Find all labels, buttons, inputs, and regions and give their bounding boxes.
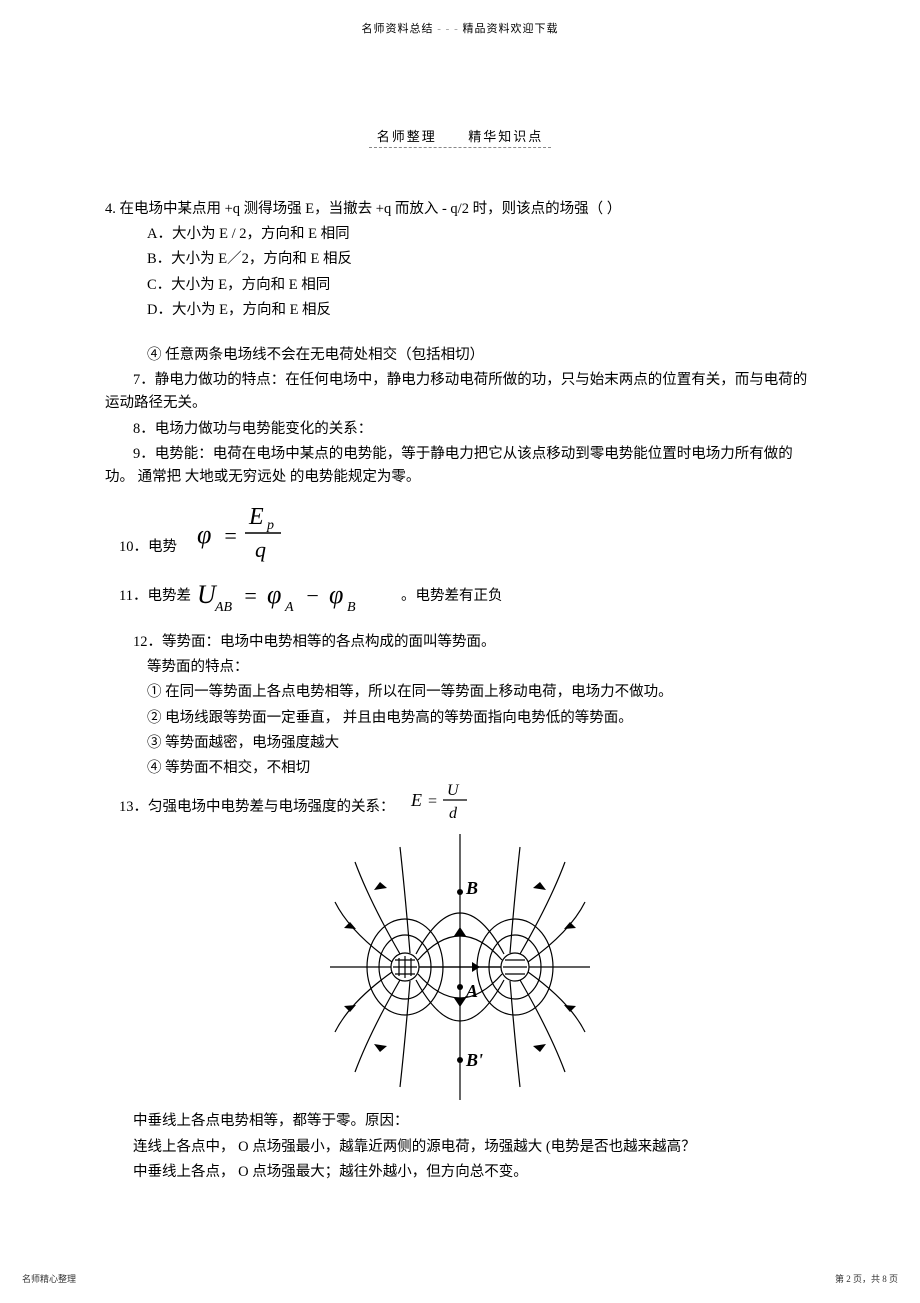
point-13-row: 13．匀强电场中电势差与电场强度的关系： E = U d xyxy=(105,792,815,822)
formula-10: φ = E p q xyxy=(189,499,309,565)
footer-right: 第 2 页，共 8 页 xyxy=(835,1272,898,1285)
point-13-label: 13．匀强电场中电势差与电场强度的关系： xyxy=(119,796,395,819)
diagram-label-B: B xyxy=(465,878,478,898)
point-12-l4: ② 电场线跟等势面一定垂直， 并且由电势高的等势面指向电势低的等势面。 xyxy=(105,707,815,730)
header-sub-right: 精华知识点 xyxy=(468,129,543,144)
point-12-l3: ① 在同一等势面上各点电势相等，所以在同一等势面上移动电荷，电场力不做功。 xyxy=(105,681,815,704)
svg-text:=: = xyxy=(427,793,438,810)
point-8: 8．电场力做功与电势能变化的关系： xyxy=(105,418,815,441)
point-12-l6: ④ 等势面不相交，不相切 xyxy=(105,757,815,780)
point-7: 7．静电力做功的特点：在任何电场中，静电力移动电荷所做的功，只与始末两点的位置有… xyxy=(105,369,815,415)
point-10-label: 10．电势 xyxy=(119,536,177,559)
svg-text:d: d xyxy=(449,805,458,822)
point-12-l2: 等势面的特点： xyxy=(105,656,815,679)
formula-11: U AB = φ A − φ B xyxy=(191,577,401,617)
svg-text:p: p xyxy=(266,518,274,533)
header-sub-wrap: 名师整理 精华知识点 xyxy=(0,81,920,148)
svg-text:AB: AB xyxy=(214,600,233,615)
footer-left: 名师精心整理 xyxy=(22,1272,76,1285)
q4-optC: C．大小为 E，方向和 E 相同 xyxy=(105,274,815,297)
header-top-right: 精品资料欢迎下载 xyxy=(463,23,559,35)
q4-text: 4. 在电场中某点用 +q 测得场强 E，当撤去 +q 而放入 - q/2 时，… xyxy=(105,198,815,221)
point-10-row: 10．电势 φ = E p q xyxy=(105,499,815,559)
svg-text:E: E xyxy=(248,504,264,530)
svg-text:q: q xyxy=(255,537,266,562)
point-circle4: ④ 任意两条电场线不会在无电荷处相交（包括相切） xyxy=(105,344,815,367)
header-top-left: 名师资料总结 xyxy=(362,23,434,35)
dipole-field-svg: B A B' xyxy=(310,832,610,1102)
point-9: 9．电势能：电荷在电场中某点的电势能，等于静电力把它从该点移动到零电势能位置时电… xyxy=(105,443,815,489)
tail-1: 中垂线上各点电势相等，都等于零。原因： xyxy=(105,1110,815,1133)
header-sub: 名师整理 精华知识点 xyxy=(369,126,552,148)
svg-text:U: U xyxy=(447,782,460,799)
q4-optD: D．大小为 E，方向和 E 相反 xyxy=(105,299,815,322)
svg-text:φ: φ xyxy=(329,580,343,609)
point-12-l5: ③ 等势面越密，电场强度越大 xyxy=(105,732,815,755)
svg-text:φ: φ xyxy=(197,520,211,549)
point-12-l1: 12．等势面：电场中电势相等的各点构成的面叫等势面。 xyxy=(105,631,815,654)
point-11-label-left: 11．电势差 xyxy=(119,585,191,608)
q4-optB: B．大小为 E／2，方向和 E 相反 xyxy=(105,248,815,271)
header-sub-left: 名师整理 xyxy=(377,129,437,144)
content-area: 4. 在电场中某点用 +q 测得场强 E，当撤去 +q 而放入 - q/2 时，… xyxy=(0,148,920,1184)
q4-optA: A．大小为 E / 2，方向和 E 相同 xyxy=(105,223,815,246)
svg-text:=: = xyxy=(243,583,258,608)
svg-text:φ: φ xyxy=(267,580,281,609)
svg-text:E: E xyxy=(410,790,422,810)
point-11-label-right: 。电势差有正负 xyxy=(401,585,503,608)
tail-3: 中垂线上各点， O 点场强最大；越往外越小，但方向总不变。 xyxy=(105,1161,815,1184)
svg-text:A: A xyxy=(284,600,294,615)
svg-text:=: = xyxy=(223,523,238,548)
svg-text:B: B xyxy=(347,600,356,615)
svg-text:−: − xyxy=(305,583,320,608)
header-top: 名师资料总结 - - - 精品资料欢迎下载 xyxy=(0,0,920,36)
formula-13: E = U d xyxy=(409,778,479,822)
point-11-row: 11．电势差 U AB = φ A − φ B 。电势差有正负 xyxy=(105,577,815,617)
header-top-sep: - - - xyxy=(434,23,463,35)
diagram-label-A: A xyxy=(465,981,478,1001)
tail-2: 连线上各点中， O 点场强最小，越靠近两侧的源电荷，场强越大 (电势是否也越来越… xyxy=(105,1136,815,1159)
diagram-label-Bp: B' xyxy=(465,1050,483,1070)
dipole-diagram: B A B' xyxy=(105,832,815,1110)
